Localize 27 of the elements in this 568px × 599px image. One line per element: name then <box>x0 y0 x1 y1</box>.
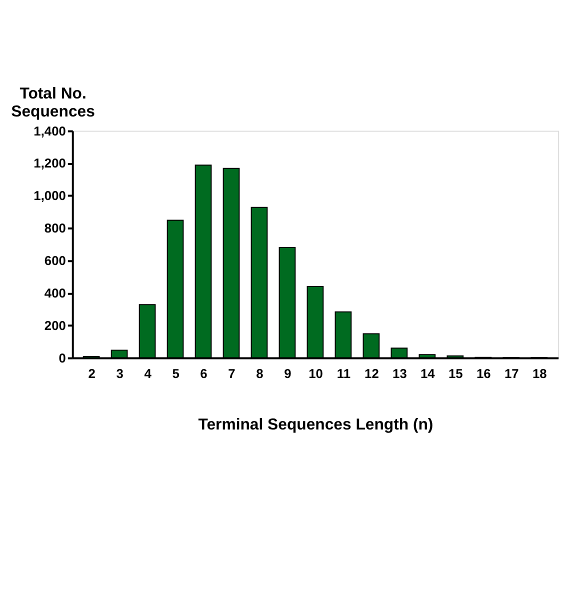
x-tick-label: 16 <box>476 366 491 382</box>
x-tick-label: 4 <box>144 366 152 382</box>
x-tick-label: 8 <box>256 366 264 382</box>
y-axis-title: Total No. Sequences <box>11 86 96 120</box>
y-tick-label: 800 <box>44 220 66 236</box>
x-tick-label: 6 <box>200 366 208 382</box>
y-tick-label: 200 <box>44 318 66 333</box>
x-tick-label: 17 <box>504 366 519 382</box>
x-tick-label: 2 <box>88 366 96 382</box>
x-tick-label: 18 <box>532 366 547 382</box>
y-tick-label: 0 <box>58 350 66 366</box>
x-tick-label: 10 <box>308 366 323 382</box>
x-tick-label: 14 <box>420 366 436 382</box>
x-tick-label: 11 <box>336 366 351 382</box>
x-tick-label: 9 <box>284 366 292 382</box>
x-tick-label: 15 <box>448 366 463 382</box>
y-tick-label: 600 <box>44 252 66 268</box>
x-tick-label: 13 <box>392 366 407 382</box>
y-tick-label: 1,000 <box>34 188 66 204</box>
x-axis-title: Terminal Sequences Length (n) <box>198 416 434 434</box>
x-tick-label: 3 <box>116 366 124 382</box>
y-tick-label: 1,400 <box>34 123 66 138</box>
y-tick-label: 400 <box>44 285 66 300</box>
x-tick-label: 7 <box>228 366 236 382</box>
x-tick-label: 5 <box>172 366 180 382</box>
y-tick-label: 1,200 <box>34 156 66 171</box>
x-tick-label: 12 <box>364 366 379 382</box>
